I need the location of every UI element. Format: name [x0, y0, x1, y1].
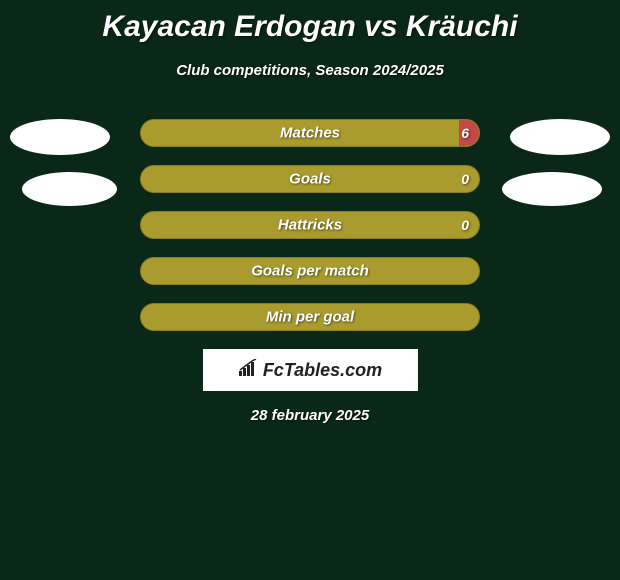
- fctables-logo: FcTables.com: [203, 349, 418, 391]
- bar-value-right: 0: [461, 171, 469, 187]
- player-left-avatar: [10, 119, 110, 155]
- bar-chart-icon: [238, 359, 260, 382]
- stat-bar-goals: Goals 0: [140, 165, 480, 193]
- player-right-avatar: [502, 172, 602, 206]
- logo-label: FcTables.com: [263, 360, 382, 381]
- bar-label: Hattricks: [278, 217, 342, 234]
- stat-bar-matches: Matches 6: [140, 119, 480, 147]
- stat-bar-min-per-goal: Min per goal: [140, 303, 480, 331]
- bar-label: Goals: [289, 171, 331, 188]
- bar-value-right: 0: [461, 217, 469, 233]
- stat-bar-hattricks: Hattricks 0: [140, 211, 480, 239]
- comparison-date: 28 february 2025: [0, 407, 620, 424]
- stat-bars-container: Matches 6 Goals 0 Hattricks 0 Goals per …: [140, 119, 480, 331]
- comparison-title: Kayacan Erdogan vs Kräuchi: [0, 0, 620, 44]
- comparison-subtitle: Club competitions, Season 2024/2025: [0, 62, 620, 79]
- player-left-avatar: [22, 172, 117, 206]
- bar-value-right: 6: [461, 125, 469, 141]
- bar-label: Goals per match: [251, 263, 369, 280]
- stat-bar-goals-per-match: Goals per match: [140, 257, 480, 285]
- bar-label: Matches: [280, 125, 340, 142]
- player-right-avatar: [510, 119, 610, 155]
- logo-text: FcTables.com: [238, 359, 382, 382]
- bar-label: Min per goal: [266, 309, 354, 326]
